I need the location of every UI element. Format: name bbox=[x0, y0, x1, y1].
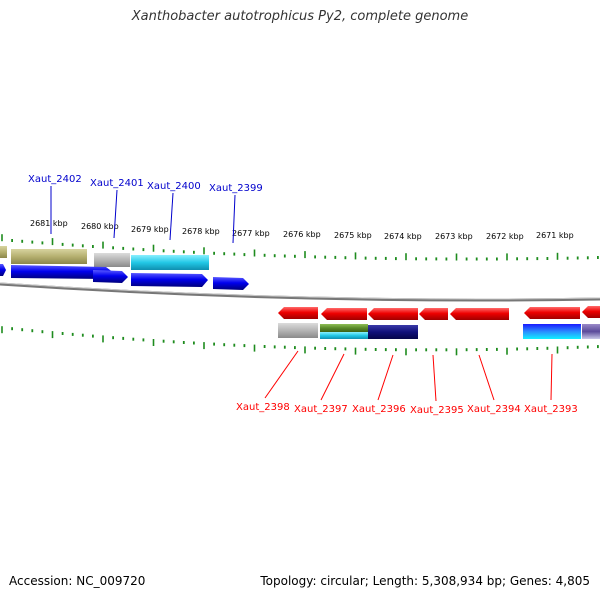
cog-bar-grey bbox=[94, 253, 130, 267]
gene-label-reverse[interactable]: Xaut_2393 bbox=[524, 404, 578, 415]
kbp-label: 2678 kbp bbox=[182, 227, 220, 236]
gene-label-forward[interactable]: Xaut_2399 bbox=[209, 183, 263, 194]
genome-backbone bbox=[0, 282, 600, 302]
kbp-label: 2676 kbp bbox=[283, 230, 321, 239]
gene-arrow-reverse[interactable] bbox=[419, 308, 448, 320]
kbp-label: 2671 kbp bbox=[536, 231, 574, 240]
gene-label-line bbox=[377, 354, 394, 401]
kbp-label: 2677 kbp bbox=[232, 229, 270, 238]
gene-label-forward[interactable]: Xaut_2400 bbox=[147, 181, 201, 192]
cog-bar-olive bbox=[0, 246, 7, 258]
gene-arrow-reverse[interactable] bbox=[450, 308, 509, 320]
accession-text: Accession: NC_009720 bbox=[9, 574, 146, 588]
gene-arrow-forward[interactable] bbox=[213, 277, 249, 290]
gene-label-reverse[interactable]: Xaut_2398 bbox=[236, 402, 290, 413]
genome-backbone-highlight bbox=[0, 282, 600, 300]
gene-label-line bbox=[113, 189, 118, 239]
gene-arrow-reverse[interactable] bbox=[321, 308, 367, 320]
gene-label-line bbox=[232, 194, 236, 244]
kbp-label: 2672 kbp bbox=[486, 232, 524, 241]
gene-label-line bbox=[432, 354, 437, 402]
cog-bar-blue-cyan bbox=[523, 324, 581, 339]
gene-label-forward[interactable]: Xaut_2402 bbox=[28, 174, 82, 185]
gene-label-reverse[interactable]: Xaut_2394 bbox=[467, 404, 521, 415]
gene-label-line bbox=[320, 353, 345, 401]
gene-label-reverse[interactable]: Xaut_2395 bbox=[410, 405, 464, 416]
cog-bar-green bbox=[320, 324, 368, 332]
map-title: Xanthobacter autotrophicus Py2, complete… bbox=[131, 9, 469, 24]
forward-scale-ticks bbox=[1, 234, 599, 261]
gene-arrow-forward[interactable] bbox=[11, 265, 114, 279]
gene-arrow-forward[interactable] bbox=[93, 270, 128, 283]
kbp-label: 2673 kbp bbox=[435, 232, 473, 241]
kbp-label: 2680 kbp bbox=[81, 222, 119, 231]
gene-label-reverse[interactable]: Xaut_2396 bbox=[352, 404, 406, 415]
reverse-scale-ticks bbox=[1, 326, 599, 356]
kbp-label: 2679 kbp bbox=[131, 225, 169, 234]
gene-label-line bbox=[478, 354, 495, 401]
genome-summary-text: Topology: circular; Length: 5,308,934 bp… bbox=[260, 574, 590, 588]
gene-label-reverse[interactable]: Xaut_2397 bbox=[294, 404, 348, 415]
cog-bar-purple bbox=[582, 324, 600, 339]
cog-bar-navy bbox=[368, 325, 418, 339]
cog-bar-cyan bbox=[131, 255, 209, 270]
gene-arrow-reverse[interactable] bbox=[582, 306, 600, 318]
kbp-label: 2675 kbp bbox=[334, 231, 372, 240]
gene-label-line bbox=[264, 350, 299, 399]
cog-bar-olive bbox=[11, 249, 87, 264]
gene-arrow-reverse[interactable] bbox=[368, 308, 418, 320]
kbp-label: 2674 kbp bbox=[384, 232, 422, 241]
gene-label-forward[interactable]: Xaut_2401 bbox=[90, 178, 144, 189]
gene-arrow-reverse[interactable] bbox=[278, 307, 318, 319]
gene-arrow-forward[interactable] bbox=[0, 264, 6, 276]
gene-label-line bbox=[169, 192, 174, 241]
gene-arrow-forward[interactable] bbox=[131, 273, 208, 287]
gene-label-line bbox=[550, 353, 553, 401]
cog-bar-cyan bbox=[320, 332, 368, 339]
cog-bar-grey bbox=[278, 323, 318, 338]
gene-arrow-reverse[interactable] bbox=[524, 307, 580, 319]
kbp-label: 2681 kbp bbox=[30, 219, 68, 228]
